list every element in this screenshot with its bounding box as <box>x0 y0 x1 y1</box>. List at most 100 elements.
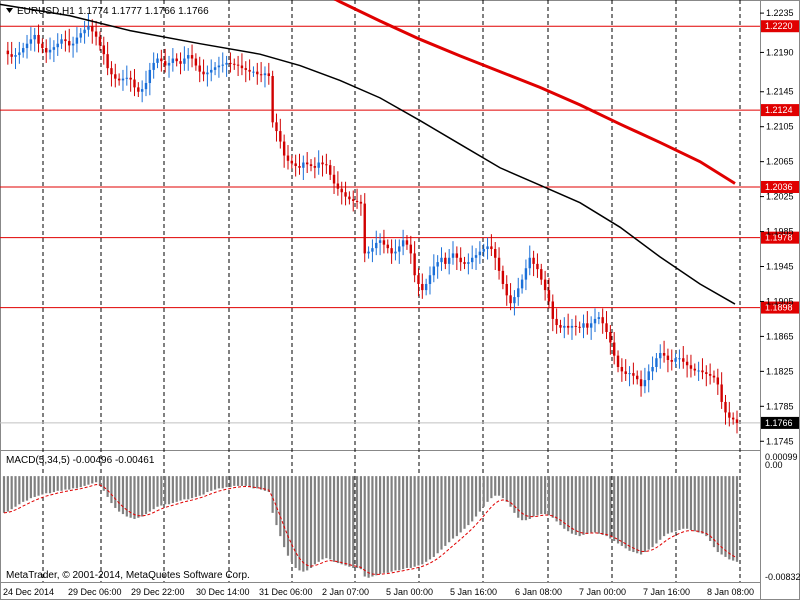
candle-body <box>298 166 301 168</box>
candle-body <box>352 199 355 201</box>
price-tick-label: 1.1825 <box>766 366 794 376</box>
candle-body <box>628 373 631 375</box>
candle-body <box>501 270 505 284</box>
candle-body <box>344 192 347 197</box>
candle-body <box>682 358 685 362</box>
level-price-tag <box>761 231 799 244</box>
candle-body <box>394 251 397 254</box>
macd-bar <box>682 476 685 529</box>
candle-body <box>474 255 478 258</box>
macd-bar <box>551 476 554 518</box>
macd-bar <box>421 476 424 565</box>
macd-bar <box>639 476 643 555</box>
macd-bar <box>601 476 604 535</box>
dropdown-triangle-icon[interactable] <box>6 8 13 13</box>
macd-bar <box>309 476 313 568</box>
macd-bar <box>590 476 593 533</box>
candle-body <box>708 373 712 376</box>
candle-body <box>83 29 86 34</box>
candle-body <box>359 201 363 204</box>
level-price-tag <box>761 104 799 117</box>
candle-body <box>463 262 466 264</box>
candle-body <box>659 353 662 359</box>
macd-label: MACD(5,34,5) -0.00496 -0.00461 <box>6 455 155 466</box>
candle-body <box>6 50 10 55</box>
macd-bar <box>444 476 447 546</box>
candle-body <box>317 162 320 168</box>
macd-bar <box>183 476 186 500</box>
candle-body <box>114 74 117 79</box>
candle-body <box>137 87 140 92</box>
macd-bar <box>167 476 171 505</box>
candle-body <box>421 283 424 291</box>
macd-bar <box>724 476 727 557</box>
macd-bar <box>544 476 547 515</box>
macd-bar <box>482 476 485 507</box>
macd-bar <box>233 476 236 486</box>
macd-bar <box>336 476 339 564</box>
macd-bar <box>455 476 458 537</box>
candle-body <box>497 257 501 271</box>
candle-body <box>94 31 98 37</box>
macd-bar <box>474 476 478 517</box>
level-price-label: 1.2036 <box>765 182 793 192</box>
candle-body <box>724 401 727 413</box>
macd-axis-zero: 0.00 <box>765 460 783 470</box>
candle-body <box>152 62 155 70</box>
macd-bar <box>689 476 693 530</box>
price-tick-label: 1.1985 <box>766 227 794 237</box>
macd-bar <box>95 476 98 483</box>
macd-bar <box>705 476 708 537</box>
macd-bar <box>340 476 343 565</box>
price-tick-label: 1.1745 <box>766 436 794 446</box>
candle-body <box>566 325 570 328</box>
macd-bar <box>294 476 297 568</box>
macd-bar <box>25 476 29 501</box>
candle-body <box>332 174 336 184</box>
candle-body <box>156 58 159 63</box>
macd-bar <box>52 476 55 493</box>
candle-body <box>325 164 328 166</box>
candle-body <box>424 283 428 291</box>
macd-bar <box>75 476 79 489</box>
macd-bar <box>60 476 63 491</box>
fast-moving-average-line <box>0 3 736 305</box>
candle-body <box>731 417 735 420</box>
macd-bar <box>110 476 113 504</box>
macd-bar <box>64 476 67 490</box>
macd-bar <box>41 476 44 495</box>
macd-bar <box>213 476 217 490</box>
macd-bar <box>686 476 689 529</box>
candle-body <box>547 290 551 302</box>
macd-bar <box>263 476 267 491</box>
macd-bar <box>490 476 493 499</box>
candle-body <box>582 323 585 328</box>
macd-bar <box>402 476 405 570</box>
time-tick-label: 2 Jan 07:00 <box>322 587 369 597</box>
candle-body <box>482 249 485 252</box>
macd-bar <box>459 476 462 533</box>
macd-bar <box>467 476 470 526</box>
level-price-tag <box>761 20 799 33</box>
candle-body <box>190 55 194 59</box>
candle-body <box>505 283 508 296</box>
time-tick-label: 29 Dec 06:00 <box>68 587 122 597</box>
candle-body <box>447 257 451 264</box>
macd-bar <box>367 476 370 578</box>
candle-body <box>236 64 240 66</box>
candle-body <box>735 419 739 423</box>
candle-body <box>670 360 673 362</box>
macd-bar <box>386 476 389 573</box>
candle-body <box>75 37 79 44</box>
macd-bar <box>48 476 52 494</box>
candle-body <box>25 43 29 49</box>
macd-bar <box>712 476 716 548</box>
macd-bar <box>321 476 324 560</box>
price-tick-label: 1.1865 <box>766 331 794 341</box>
macd-bar <box>616 476 620 544</box>
macd-bar <box>225 476 228 488</box>
macd-bar <box>436 476 439 554</box>
price-tick-label: 1.2235 <box>766 8 794 18</box>
macd-bar <box>317 476 320 562</box>
